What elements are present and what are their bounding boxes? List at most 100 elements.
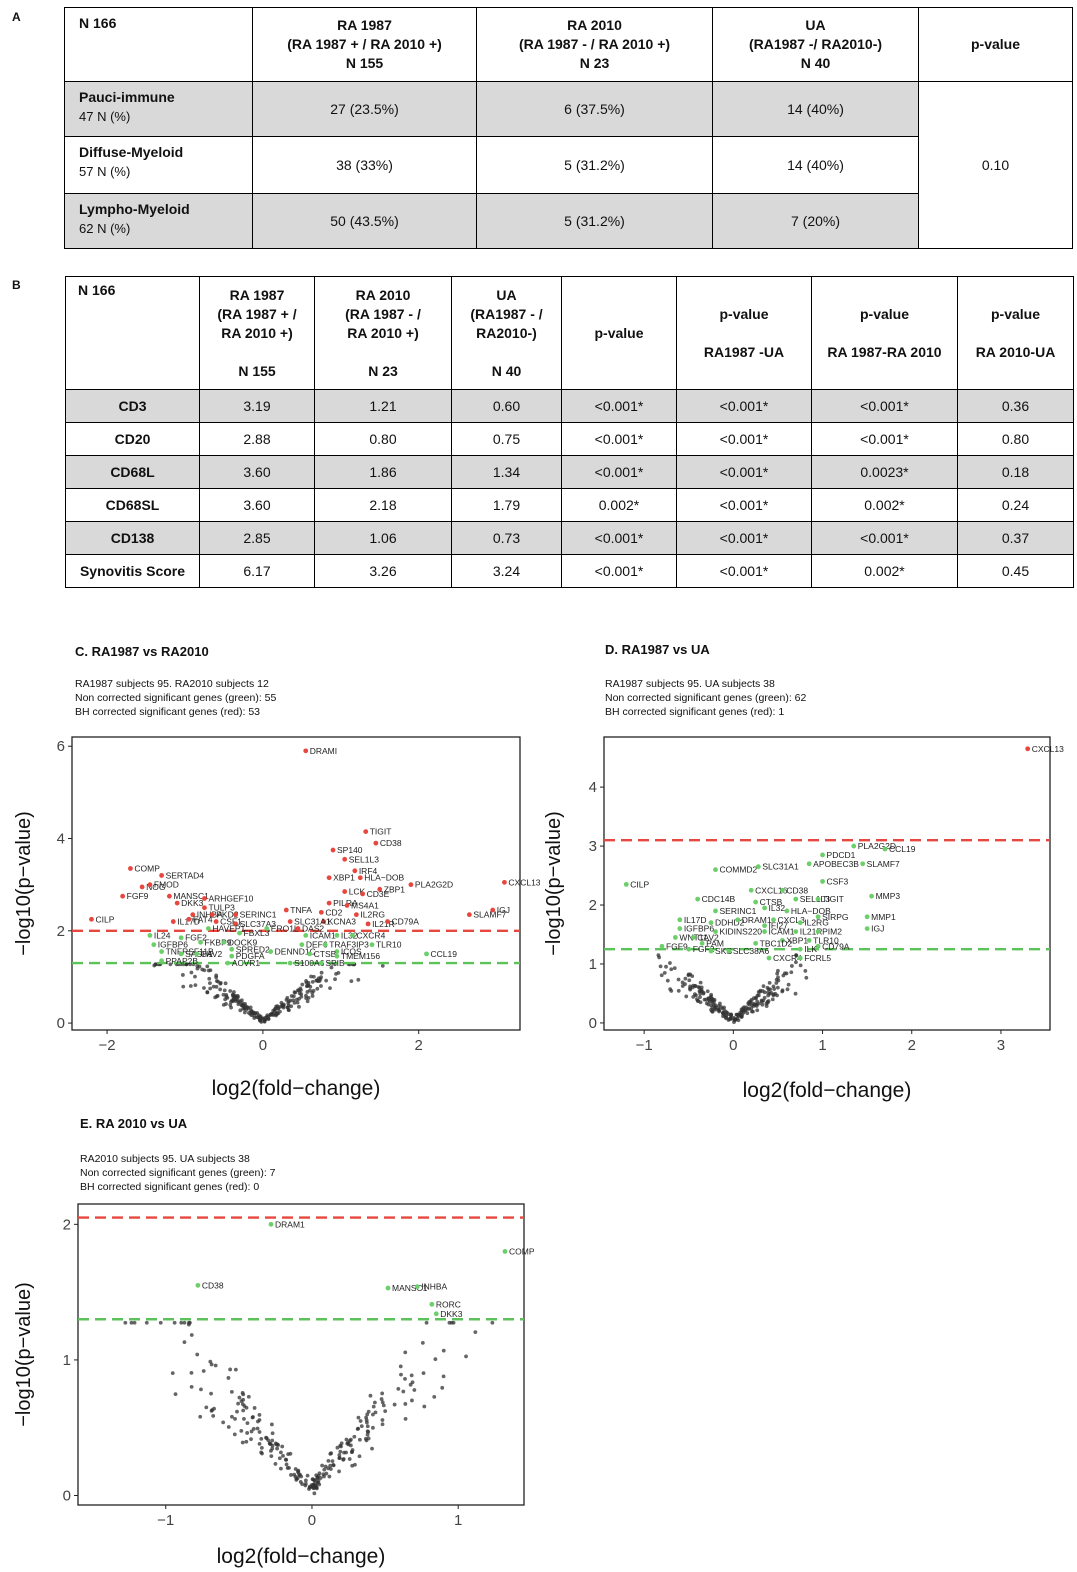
gene-label: SERTAD4	[166, 870, 205, 880]
data-point	[745, 1011, 750, 1016]
data-point	[698, 980, 703, 985]
table-row: CD68SL 3.60 2.18 1.79 0.002* <0.001* 0.002* 0.2…	[65, 488, 1074, 522]
data-point	[350, 1449, 354, 1454]
data-point	[303, 1481, 308, 1486]
data-point	[356, 1426, 361, 1431]
gene-label: IRF4	[359, 866, 378, 876]
table-a-cell: 5 (31.2%)	[476, 136, 713, 194]
data-point	[669, 967, 674, 972]
data-point	[229, 1389, 234, 1394]
table-b-header-ra1987: RA 1987 (RA 1987 + / RA 2010 +) N 155	[199, 276, 315, 390]
significant-gene-point	[708, 948, 714, 954]
data-point	[264, 1435, 268, 1440]
gene-label: DEF6	[306, 940, 328, 950]
significant-gene-point	[433, 1311, 439, 1317]
significant-gene-point	[352, 868, 358, 874]
gene-label: LCK	[349, 887, 366, 897]
data-point	[228, 989, 233, 993]
significant-gene-point	[713, 929, 718, 934]
significant-gene-point	[797, 955, 803, 961]
data-point	[410, 1398, 414, 1403]
data-point	[692, 992, 697, 997]
data-point	[315, 986, 320, 991]
significant-gene-point	[408, 882, 414, 888]
table-a-cell: 38 (33%)	[252, 136, 477, 194]
data-point	[323, 1464, 328, 1469]
significant-gene-point	[864, 926, 870, 931]
significant-gene-point	[793, 929, 799, 934]
significant-gene-point	[357, 875, 363, 881]
data-point	[747, 1006, 751, 1011]
gene-label: SERINC1	[720, 906, 757, 916]
table-b-cell: 0.18	[957, 455, 1074, 489]
table-b-cell: 2.18	[314, 488, 452, 522]
data-point	[686, 972, 691, 977]
table-b-cell: <0.001*	[676, 455, 812, 489]
gene-label: CXCL13	[1032, 744, 1064, 754]
data-point	[228, 1003, 233, 1007]
data-point	[662, 970, 667, 975]
table-a-pvalue: 0.10	[918, 81, 1073, 249]
data-point	[733, 1017, 737, 1022]
table-b-cell: <0.001*	[676, 422, 812, 456]
gene-label: FGF9	[127, 891, 149, 901]
data-point	[158, 1320, 163, 1325]
gene-label: COMMD2	[720, 865, 758, 875]
data-point	[776, 968, 780, 973]
table-row: CD138 2.85 1.06 0.73 <0.001* <0.001* <0.001* 0.…	[65, 521, 1074, 555]
table-b-cell: <0.001*	[561, 389, 677, 423]
data-point	[794, 960, 798, 965]
significant-gene-point	[287, 960, 293, 966]
data-point	[229, 1000, 233, 1004]
x-tick-label: −2	[99, 1037, 116, 1054]
data-point	[315, 1475, 320, 1480]
significant-gene-point	[797, 946, 803, 952]
data-point	[223, 981, 228, 986]
data-point	[668, 961, 672, 965]
significant-gene-point	[120, 893, 126, 899]
significant-gene-point	[283, 907, 289, 913]
data-point	[319, 975, 323, 979]
y-tick-label: 0	[57, 1015, 65, 1032]
gene-label: CD38	[786, 885, 808, 895]
gene-label: PDGFA	[236, 951, 265, 961]
data-point	[371, 1425, 375, 1430]
significant-gene-point	[190, 912, 196, 918]
significant-gene-point	[771, 917, 776, 923]
gene-label: IGJ	[871, 924, 884, 934]
gene-label: CXCL16	[755, 885, 787, 895]
gene-label: PDCD1	[827, 850, 856, 860]
significant-gene-point	[233, 921, 239, 927]
gene-label: CD38	[202, 1280, 224, 1290]
data-point	[283, 1457, 288, 1462]
data-point	[221, 1420, 226, 1425]
y-tick-label: 1	[63, 1352, 71, 1369]
gene-label: COMP	[134, 864, 160, 874]
gene-label: DRAM1	[275, 1219, 305, 1229]
data-point	[285, 1466, 290, 1470]
plot-frame	[71, 736, 521, 1031]
data-point	[356, 1415, 361, 1420]
gene-label: FGF9	[666, 941, 688, 951]
data-point	[257, 1441, 262, 1446]
data-point	[246, 1394, 251, 1399]
gene-label: TNFA	[290, 905, 312, 915]
significant-gene-point	[755, 864, 761, 870]
y-tick-label: 4	[57, 831, 65, 848]
data-point	[399, 1372, 403, 1377]
data-point	[318, 1476, 323, 1480]
gene-label: DAS2	[302, 923, 324, 933]
gene-label: RORC	[436, 1299, 461, 1309]
plot-c-subtitle: RA1987 subjects 95. RA2010 subjects 12 No…	[75, 678, 277, 718]
significant-gene-point	[342, 856, 348, 862]
data-point	[259, 1450, 264, 1455]
significant-gene-point	[151, 942, 157, 948]
data-point	[329, 965, 334, 970]
significant-gene-point	[363, 829, 369, 834]
data-point	[721, 1010, 725, 1015]
data-point	[239, 1428, 244, 1433]
plot-frame	[77, 1203, 525, 1506]
data-point	[262, 1019, 267, 1024]
data-point	[380, 963, 385, 968]
data-point	[790, 964, 794, 968]
